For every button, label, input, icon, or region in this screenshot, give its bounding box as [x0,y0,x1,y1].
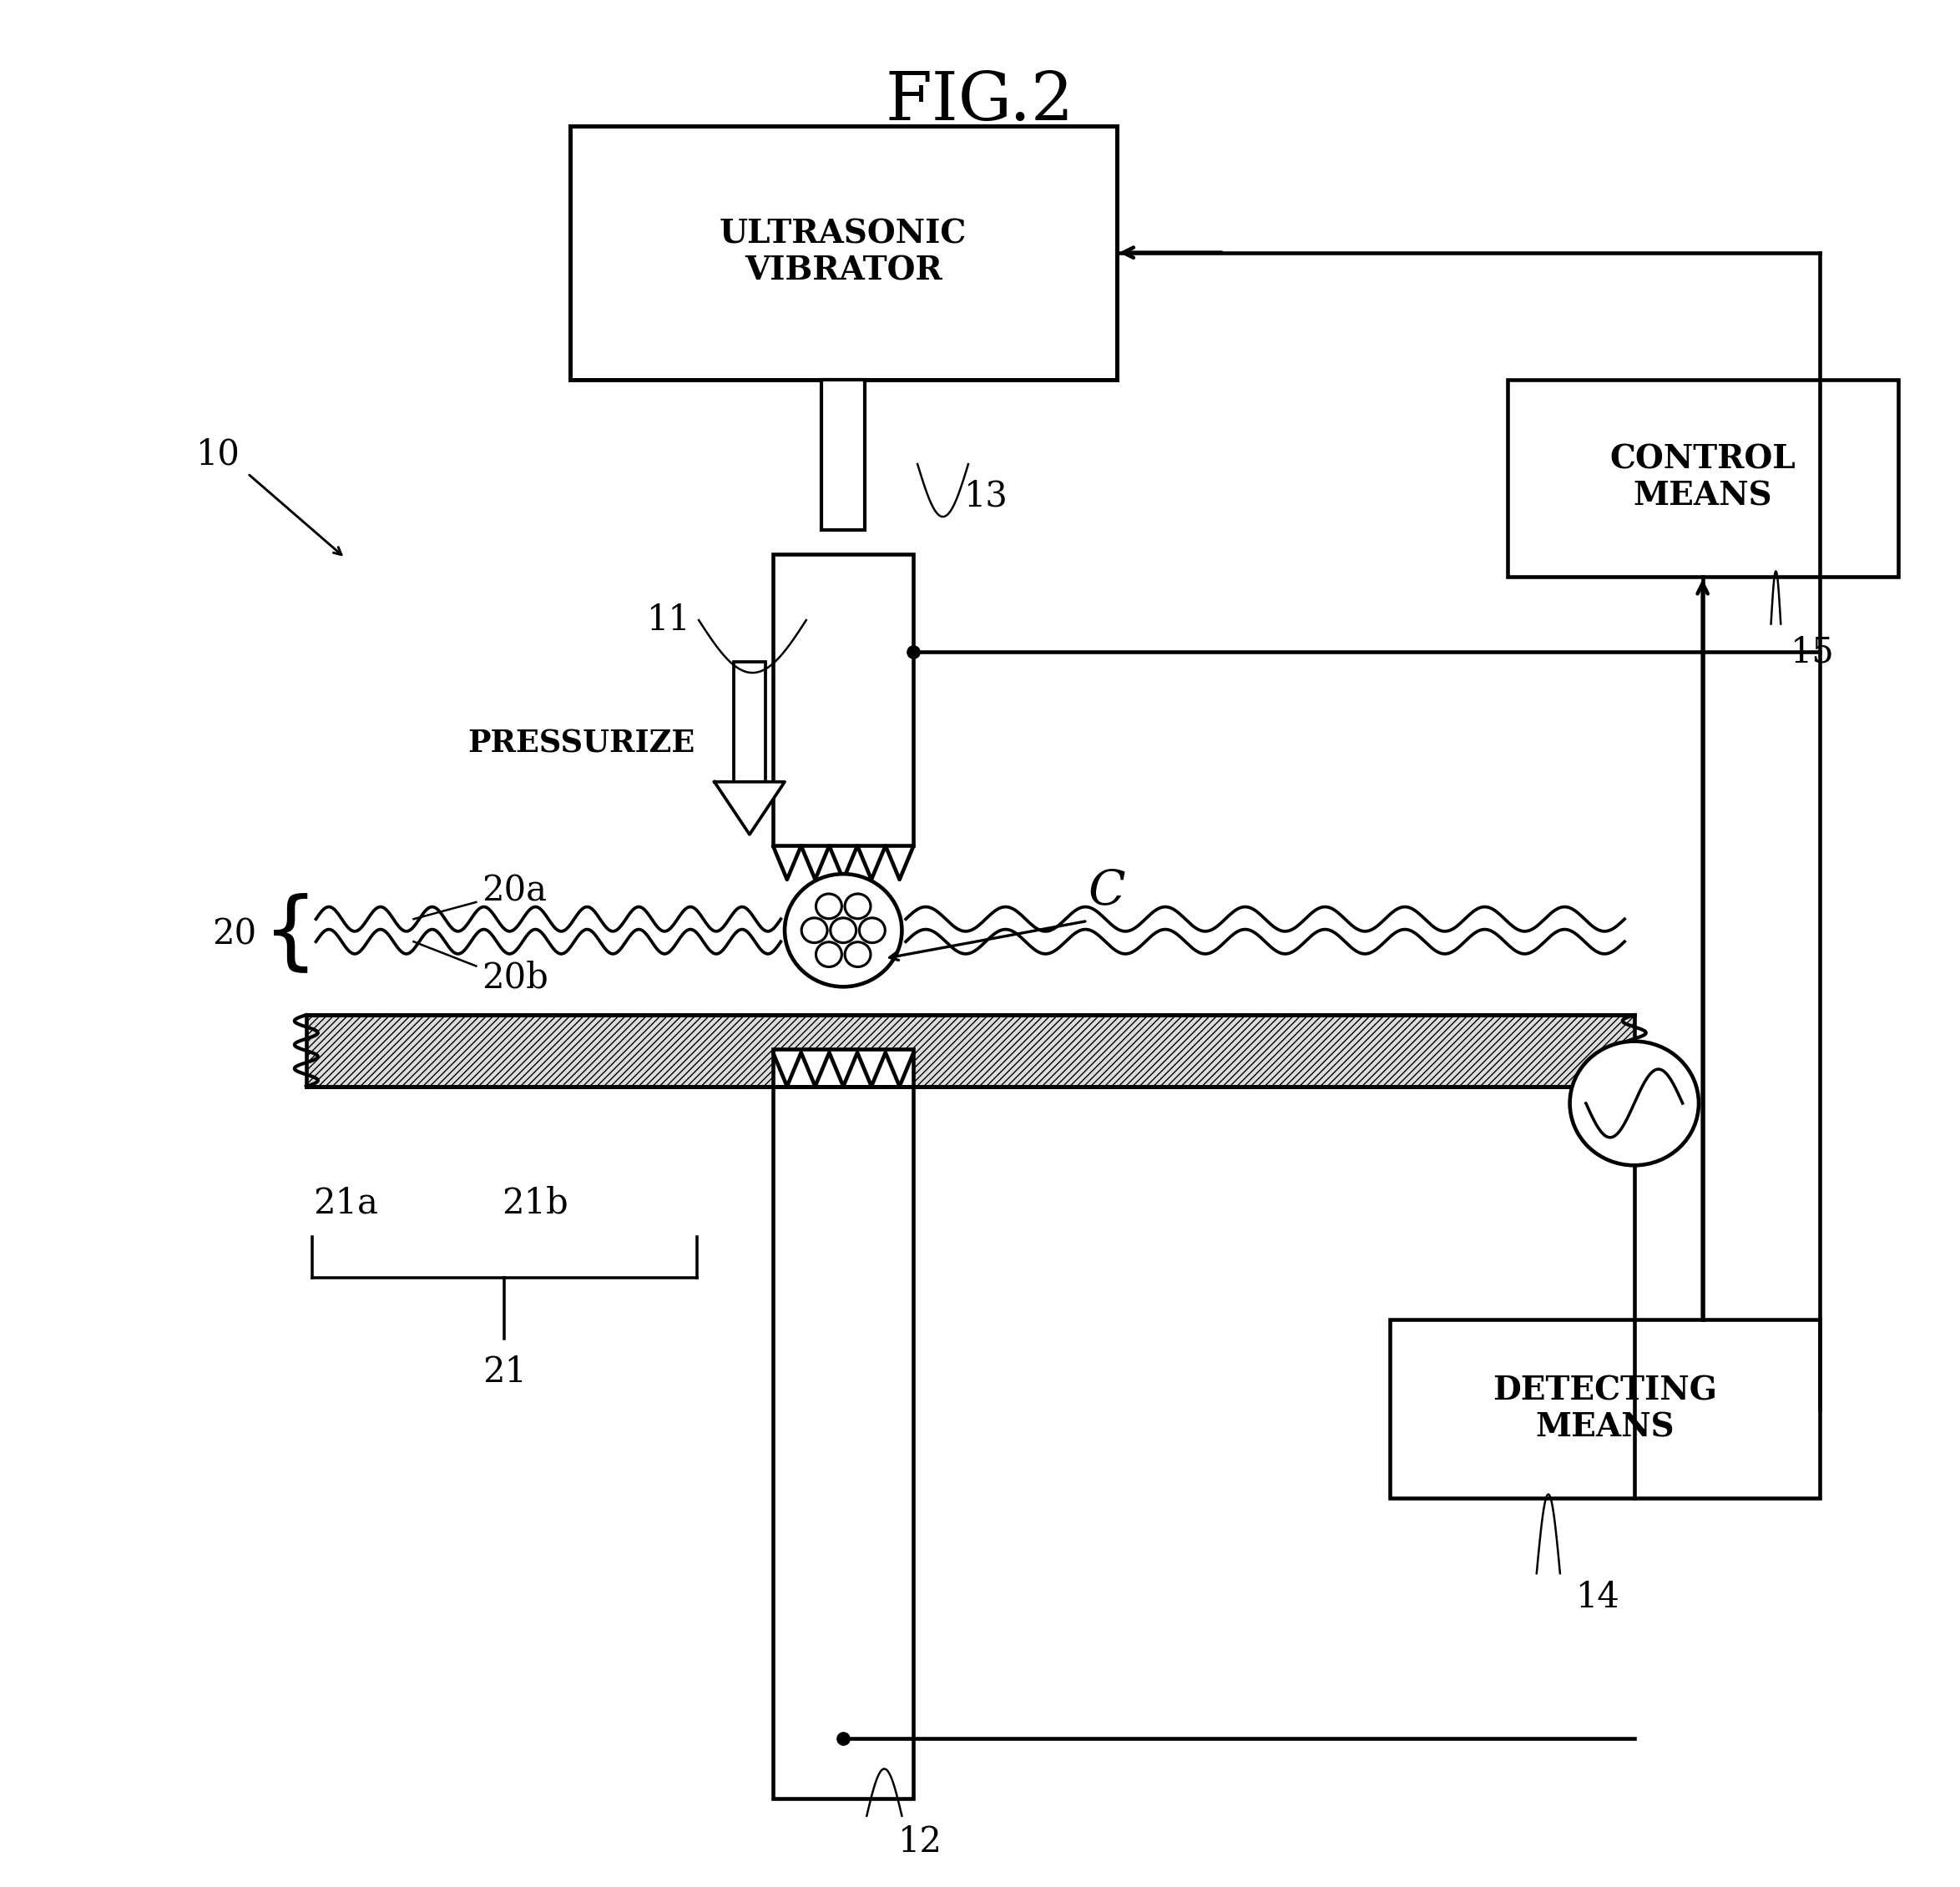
Circle shape [815,942,841,966]
Text: 15: 15 [1791,634,1835,670]
Text: 14: 14 [1576,1579,1619,1615]
Bar [1390,1319,1819,1498]
Bar [1507,379,1897,577]
Text: DETECTING
MEANS: DETECTING MEANS [1494,1374,1717,1444]
Polygon shape [713,781,784,834]
Circle shape [802,917,827,944]
Text: C: C [1088,868,1125,915]
Circle shape [831,917,857,944]
Text: 12: 12 [898,1825,943,1861]
Text: 10: 10 [196,438,241,472]
Text: 20b: 20b [482,960,549,994]
Text: 13: 13 [964,479,1009,513]
Text: FIG.2: FIG.2 [886,70,1074,134]
Bar [772,1049,913,1798]
Bar [733,662,764,781]
Text: 11: 11 [647,602,692,638]
Circle shape [1570,1042,1699,1166]
Bar [306,1015,1635,1087]
Text: 20a: 20a [482,874,547,908]
Text: CONTROL
MEANS: CONTROL MEANS [1609,443,1795,513]
Circle shape [858,917,886,944]
Text: 21: 21 [482,1355,527,1389]
Bar [772,555,913,845]
Bar [821,379,864,530]
Circle shape [845,894,870,919]
Circle shape [845,942,870,966]
Text: 20: 20 [212,917,257,951]
Text: PRESSURIZE: PRESSURIZE [468,728,696,759]
Text: {: { [263,893,318,976]
Circle shape [815,894,841,919]
Bar [570,126,1117,379]
Text: 21a: 21a [314,1185,378,1221]
Circle shape [784,874,902,987]
Text: 21b: 21b [502,1185,568,1221]
Text: ULTRASONIC
VIBRATOR: ULTRASONIC VIBRATOR [719,219,966,287]
